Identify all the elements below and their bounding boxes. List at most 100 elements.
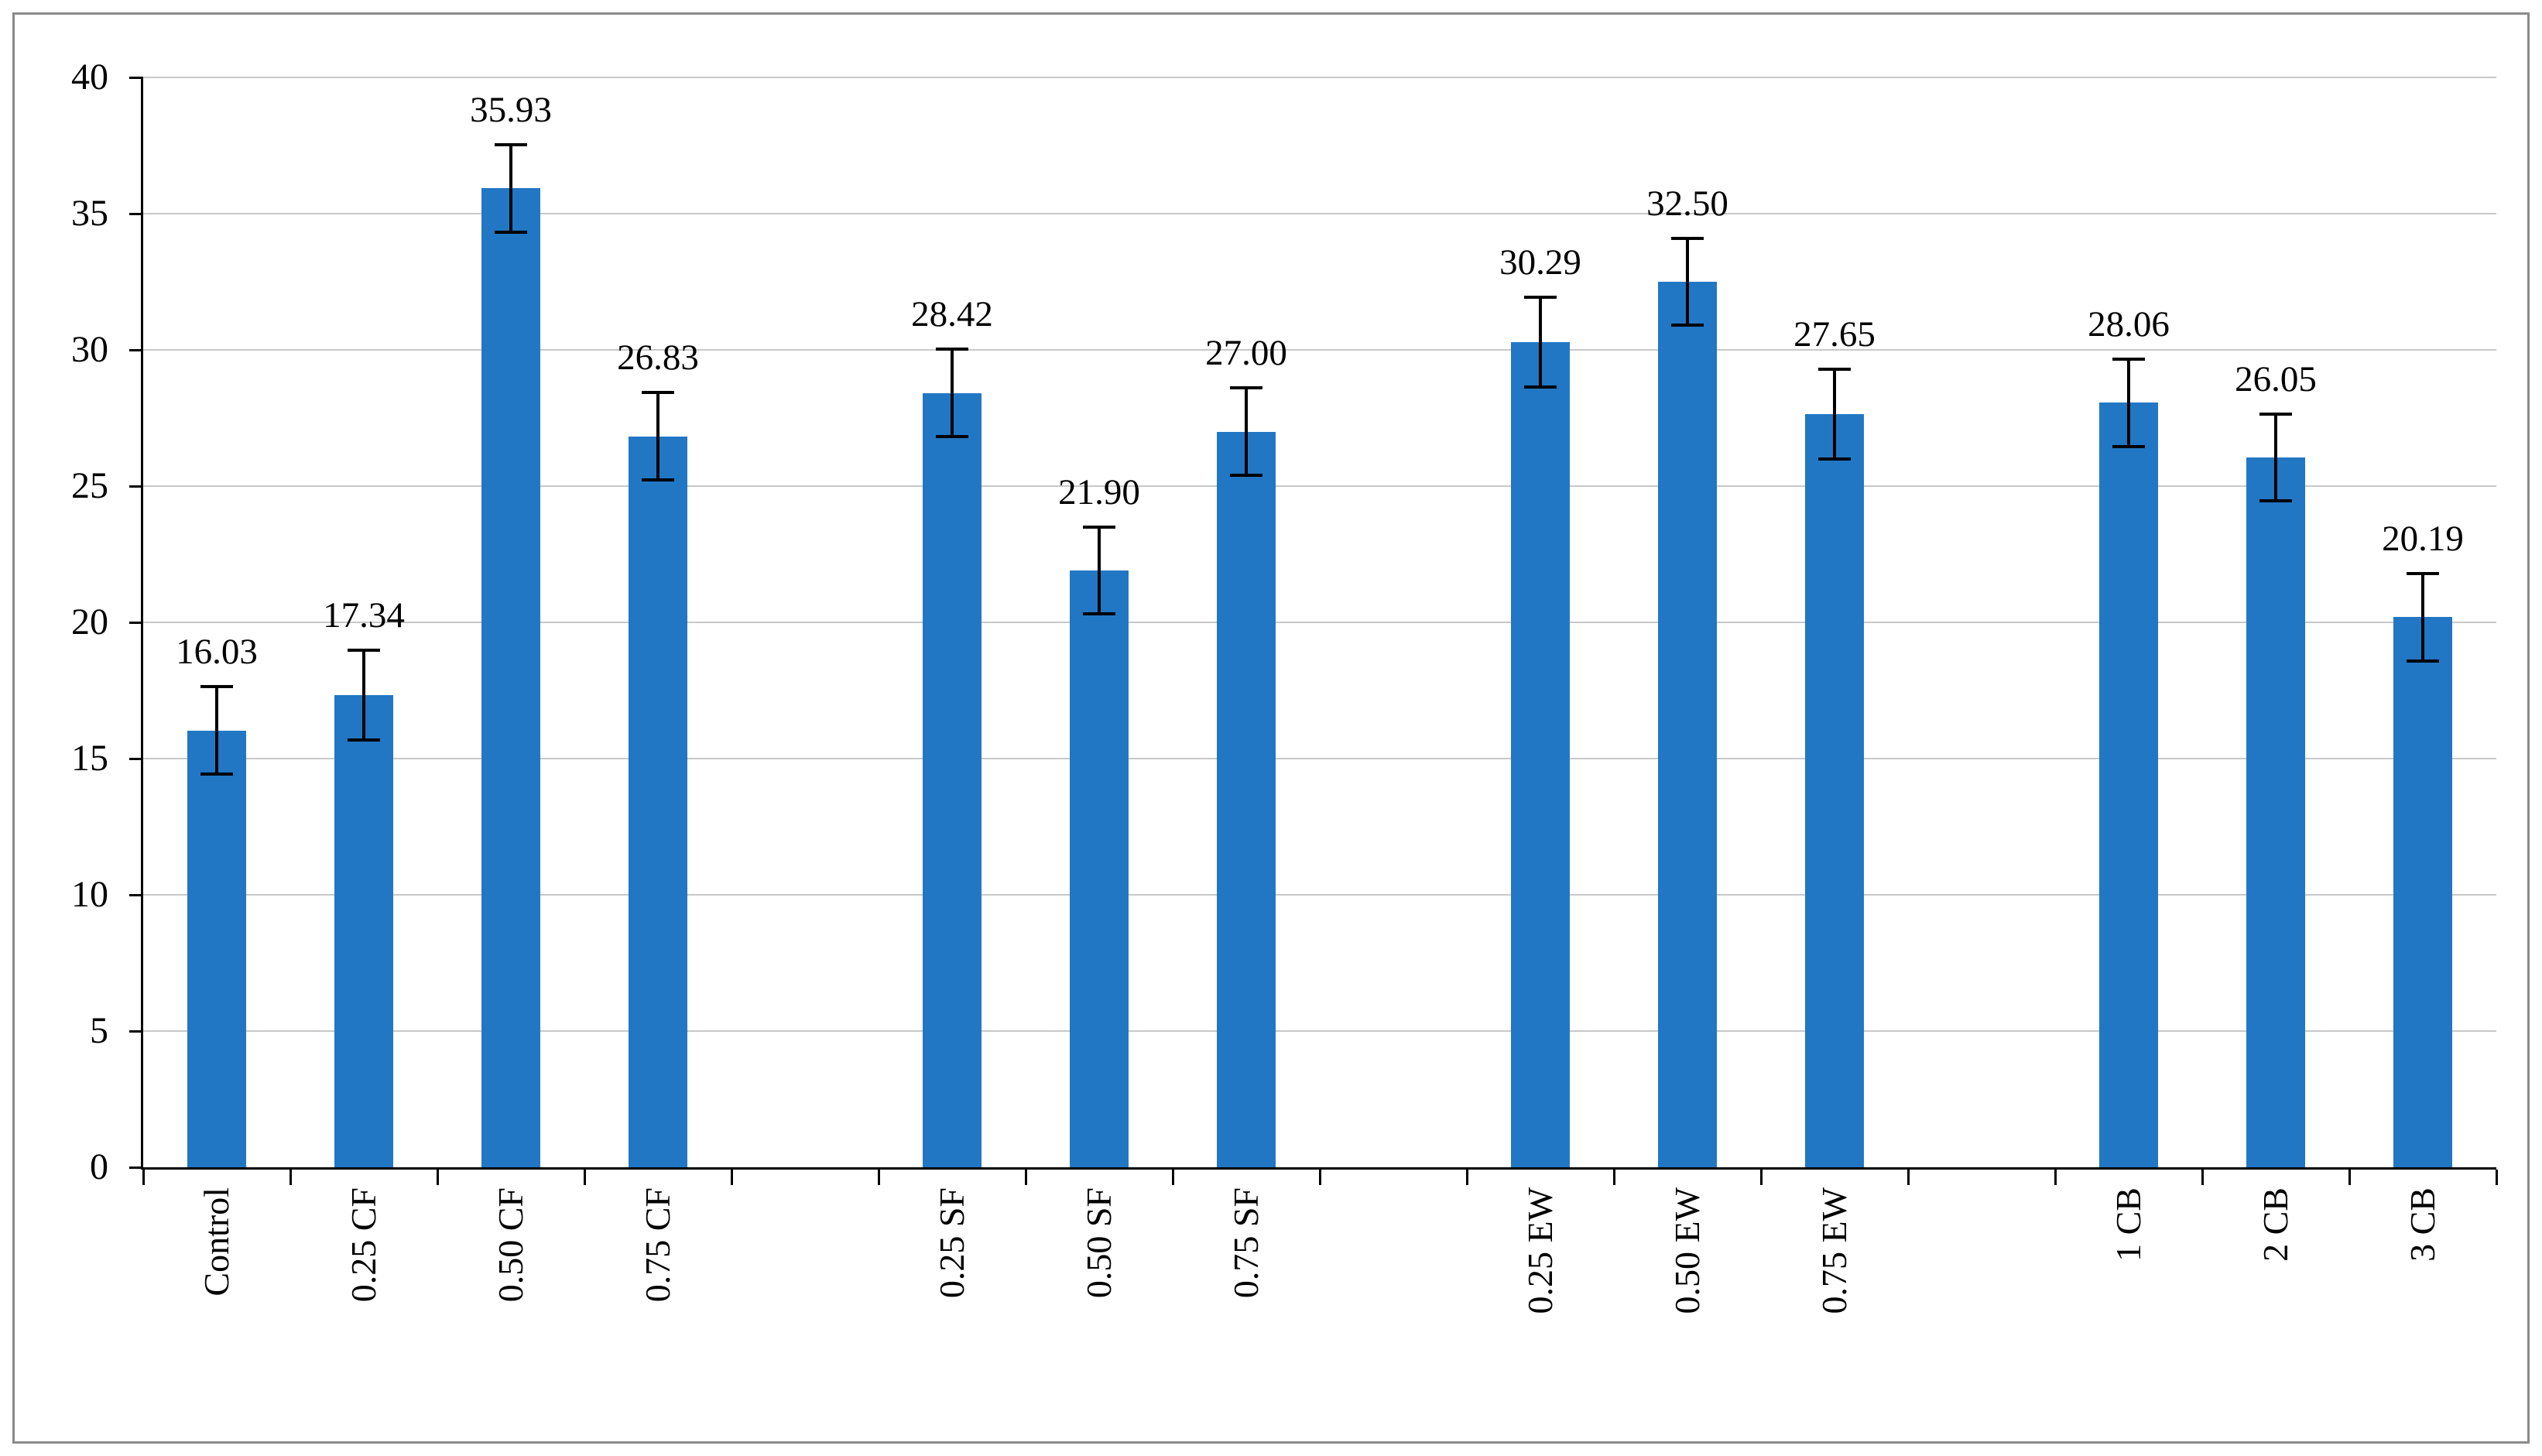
gridline [143,213,2496,214]
error-bar [509,144,512,232]
x-axis-category-label: Control [197,1187,236,1297]
y-axis-tick-label: 15 [71,738,108,779]
error-bar [1833,368,1836,459]
gridline [143,894,2496,896]
bar [1805,413,1864,1167]
y-axis-tick [129,485,143,488]
error-bar-top-cap [936,348,968,351]
bar [629,436,687,1167]
y-axis-tick-label: 30 [71,329,108,370]
bar-value-label: 20.19 [2382,518,2464,559]
error-bar-bottom-cap [1818,457,1851,461]
bar-value-label: 35.93 [470,89,552,130]
error-bar-top-cap [642,391,674,395]
bar-value-label: 26.05 [2235,358,2317,399]
error-bar-top-cap [1671,236,1704,240]
x-axis-tick [1171,1170,1174,1185]
bar-value-label: 28.06 [2088,303,2170,344]
x-axis-tick [1612,1170,1615,1185]
error-bar-bottom-cap [936,434,968,438]
x-axis-tick [1759,1170,1763,1185]
x-axis-category-label: 3 CB [2403,1187,2442,1262]
y-axis-tick-label: 40 [71,57,108,98]
error-bar [2127,358,2130,447]
bar [1511,341,1570,1167]
bar-value-label: 30.29 [1499,242,1581,283]
gridline [143,758,2496,759]
error-bar-bottom-cap [495,230,527,234]
error-bar-top-cap [348,648,380,652]
error-bar-top-cap [1818,367,1851,371]
y-axis-tick [129,212,143,215]
error-bar-top-cap [1230,386,1262,390]
error-bar-bottom-cap [1524,385,1557,389]
bar [1070,570,1129,1167]
bar-value-label: 27.00 [1205,333,1287,374]
x-axis-category-label: 0.25 SF [932,1187,971,1299]
y-axis-tick-label: 0 [90,1146,108,1187]
gridline [143,349,2496,351]
error-bar-bottom-cap [2407,659,2439,663]
x-axis-tick [877,1170,880,1185]
error-bar [2421,573,2424,661]
y-axis-tick-label: 10 [71,874,108,915]
x-axis-category-label: 1 CB [2109,1187,2148,1262]
error-bar-bottom-cap [1083,612,1115,616]
bar-value-label: 17.34 [323,594,405,636]
x-axis-category-label: 0.50 EW [1667,1187,1707,1314]
error-bar-bottom-cap [1671,324,1704,327]
gridline [143,77,2496,78]
x-axis-category-label: 0.25 CF [344,1187,383,1303]
error-bar-top-cap [2112,357,2145,361]
error-bar [1686,238,1689,326]
x-axis-category-label: 0.25 EW [1520,1187,1560,1314]
error-bar-top-cap [200,685,233,689]
x-axis-line [141,1167,2496,1170]
x-axis-tick [1318,1170,1321,1185]
error-bar-top-cap [1083,525,1115,529]
x-axis-tick [142,1170,145,1185]
error-bar-bottom-cap [348,738,380,742]
y-axis-tick [129,757,143,760]
bar [923,392,982,1167]
x-axis-category-label: 0.75 EW [1814,1187,1854,1314]
x-axis-tick [2495,1170,2498,1185]
bar-value-label: 21.90 [1058,471,1140,512]
x-axis-category-label: 0.50 SF [1079,1187,1119,1299]
bar [1217,431,1276,1167]
x-axis-tick [1024,1170,1027,1185]
error-bar [1539,296,1542,387]
x-axis-tick [1906,1170,1910,1185]
error-bar-bottom-cap [2259,499,2292,503]
error-bar-top-cap [2407,571,2439,575]
y-axis-tick-label: 5 [90,1010,108,1051]
y-axis-tick-label: 20 [71,601,108,642]
bar-value-label: 16.03 [176,632,258,673]
gridline [143,485,2496,487]
x-axis-category-label: 0.75 SF [1226,1187,1266,1299]
bar [481,188,540,1167]
x-axis-tick [730,1170,733,1185]
error-bar [362,649,365,740]
bar [1658,282,1717,1167]
y-axis-tick [129,621,143,624]
x-axis-category-label: 0.75 CF [638,1187,677,1303]
x-axis-category-label: 0.50 CF [491,1187,530,1303]
y-axis-tick-label: 35 [71,193,108,234]
bar [2099,403,2158,1167]
bar-value-label: 27.65 [1793,313,1876,355]
x-axis-tick [289,1170,292,1185]
error-bar-bottom-cap [642,478,674,481]
error-bar-top-cap [2259,412,2292,416]
y-axis-line [141,77,143,1170]
bar [334,694,393,1167]
bar [2246,457,2305,1167]
error-bar [2274,413,2277,502]
y-axis-tick [129,76,143,79]
y-axis-tick [129,1166,143,1169]
x-axis-tick [583,1170,586,1185]
y-axis-tick [129,1029,143,1033]
error-bar-bottom-cap [200,773,233,776]
